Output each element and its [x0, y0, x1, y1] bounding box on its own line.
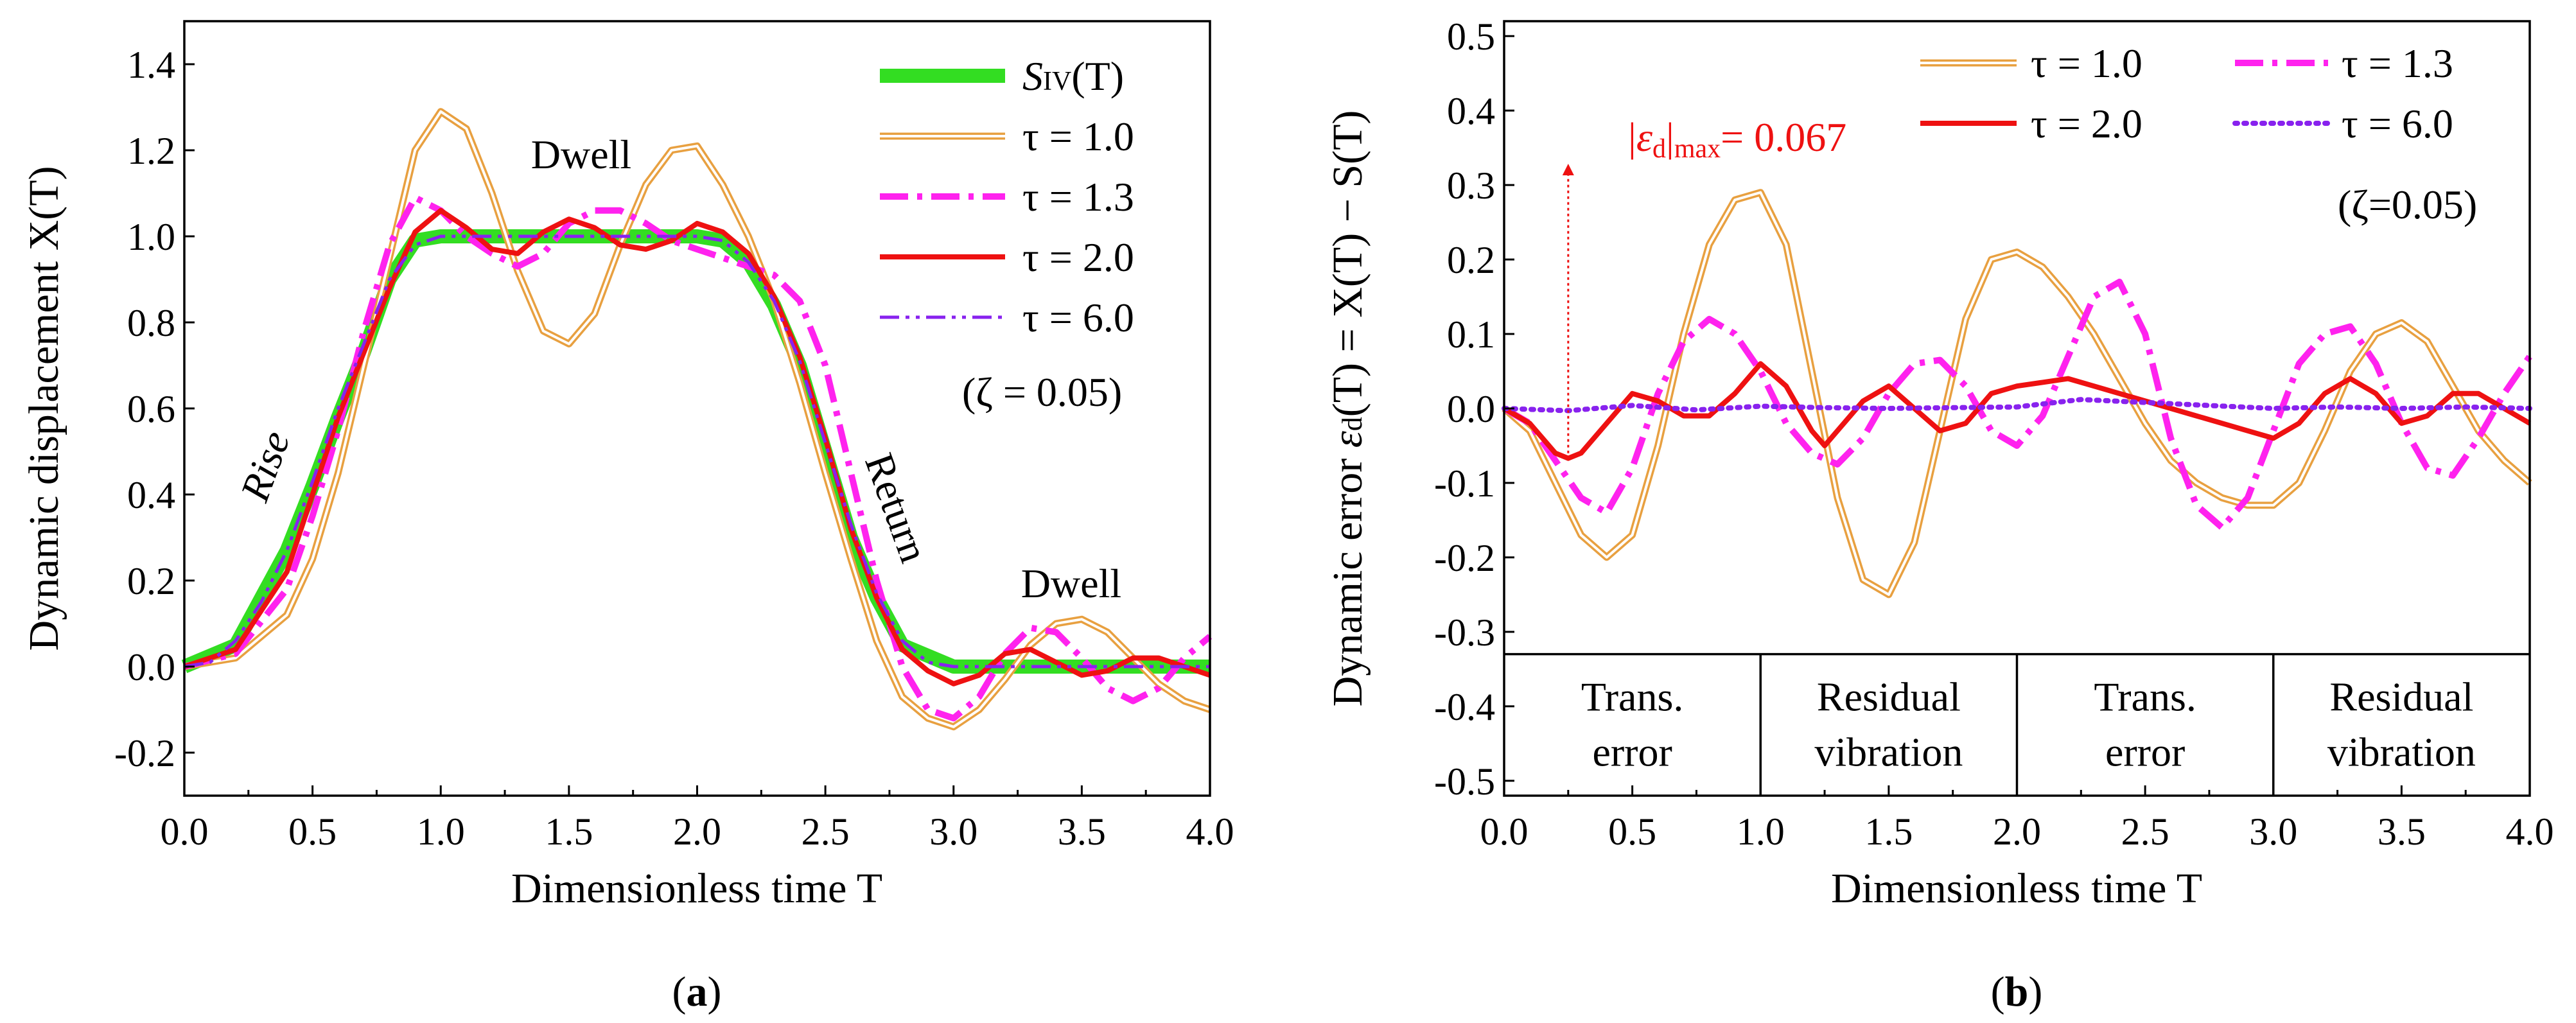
panel-b-y-tick-label: -0.5: [1434, 760, 1495, 803]
panel-b-y-tick-label: 0.1: [1447, 313, 1495, 356]
region-label-line1: Residual: [2329, 674, 2473, 720]
panel-b-x-tick-label: 1.5: [1864, 810, 1913, 853]
panel-a-x-tick-label: 3.5: [1058, 810, 1106, 853]
legend-label-tau-1-3: τ = 1.3: [1022, 174, 1134, 220]
annotation-dwell-top: Dwell: [531, 132, 631, 177]
legend-b-label-tau-2-0: τ = 2.0: [2031, 101, 2142, 146]
panel-a-x-tick-label: 0.5: [288, 810, 337, 853]
panel-a-y-tick-label: 0.4: [127, 474, 175, 516]
panel-b-legend: τ = 1.0 τ = 1.3 τ = 2.0 τ = 6.0 (ζ=0.05): [1920, 40, 2477, 227]
region-label-line2: error: [1592, 730, 1672, 775]
max-error-label: |εd|max= 0.067: [1628, 114, 1846, 164]
panel-a-label: (a): [672, 968, 722, 1015]
panel-a-y-tick-label: 0.6: [127, 388, 175, 430]
legend-label-tau-1-0: τ = 1.0: [1022, 114, 1134, 159]
panel-a-x-tick-label: 2.0: [673, 810, 721, 853]
panel-b-label: (b): [1991, 968, 2043, 1015]
legend-b-label-tau-1-3: τ = 1.3: [2342, 40, 2453, 86]
region-label-line1: Residual: [1817, 674, 1961, 720]
legend-label-tau-6-0: τ = 6.0: [1022, 295, 1134, 340]
panel-b-x-tick-label: 3.0: [2249, 810, 2297, 853]
panel-a-curves: [181, 108, 1213, 731]
panel-b-y-tick-label: -0.1: [1434, 462, 1495, 505]
panel-a-y-axis-title: Dynamic displacement X(T): [21, 166, 67, 651]
panel-b-y-tick-label: 0.0: [1447, 388, 1495, 430]
panel-b-series-2: [1502, 361, 2532, 461]
region-label-line2: error: [2105, 730, 2185, 775]
panel-b-y-tick-label: -0.4: [1434, 686, 1495, 728]
panel-a-y-tick-label: 1.2: [127, 130, 175, 172]
max-error-arrowhead: [1562, 164, 1574, 175]
panel-a-series-2: [183, 194, 1213, 722]
region-label-line1: Trans.: [1581, 674, 1683, 720]
panel-b-x-tick-label: 3.5: [2378, 810, 2426, 853]
panel-b-x-tick-label: 0.5: [1608, 810, 1656, 853]
panel-b-series-1: [1502, 278, 2533, 531]
panel-b-regions: Trans. error Residual vibration Trans. error R…: [1504, 652, 2530, 796]
panel-b-y-tick-label: 0.4: [1447, 90, 1495, 132]
panel-b-x-axis-title: Dimensionless time T: [1831, 865, 2202, 912]
max-error-annotation: |εd|max= 0.067: [1562, 114, 1846, 453]
panel-b-x-ticks: 0.0 0.5 1.0 1.5 2.0 2.5 3.0 3.5 4.0: [1480, 785, 2554, 853]
panel-a-x-axis-title: Dimensionless time T: [511, 865, 882, 912]
panel-a-y-tick-label: 0.8: [127, 302, 175, 344]
panel-a-y-ticks: -0.2 0.0 0.2 0.4 0.6 0.8 1.0 1.2 1.4: [114, 44, 195, 774]
annotation-rise: Rise: [231, 425, 299, 508]
panel-a-x-tick-label: 1.5: [545, 810, 593, 853]
panel-a-x-tick-label: 4.0: [1186, 810, 1234, 853]
panel-a-y-tick-label: 1.0: [127, 216, 175, 258]
legend-label-siv: SIV(T): [1022, 53, 1124, 99]
panel-b-x-tick-label: 0.0: [1480, 810, 1529, 853]
region-label-line1: Trans.: [2094, 674, 2196, 720]
panel-b-series-3: [1502, 397, 2532, 414]
panel-b-series-0-inner: [1503, 191, 2531, 596]
panel-a-y-tick-label: 1.4: [127, 44, 175, 86]
panel-b-y-tick-label: 0.5: [1447, 15, 1495, 58]
legend-b-label-tau-6-0: τ = 6.0: [2342, 101, 2453, 146]
panel-a-x-tick-label: 2.5: [802, 810, 850, 853]
panel-b-y-tick-label: -0.2: [1434, 537, 1495, 579]
panel-b-curves: [1502, 189, 2533, 599]
panel-b-x-tick-label: 4.0: [2506, 810, 2554, 853]
panel-a-y-tick-label: 0.2: [127, 560, 175, 602]
panel-b-y-tick-label: 0.3: [1447, 164, 1495, 207]
panel-a-x-tick-label: 0.0: [161, 810, 209, 853]
annotation-dwell-bottom: Dwell: [1021, 561, 1121, 606]
region-label-line2: vibration: [2327, 730, 2476, 775]
panel-a-y-tick-label: -0.2: [114, 732, 175, 774]
panel-b-y-axis-title: Dynamic error εd(T) = X(T) − S(T): [1324, 110, 1371, 707]
panel-a-y-tick-label: 0.0: [127, 646, 175, 688]
legend-b-label-tau-1-0: τ = 1.0: [2031, 40, 2142, 86]
panel-b-y-tick-label: 0.2: [1447, 239, 1495, 281]
panel-b-y-ticks: -0.5 -0.4 -0.3 -0.2 -0.1 0.0 0.1 0.2 0.3 0.4 0.5: [1434, 15, 1514, 803]
panel-a-x-ticks: 0.0 0.5 1.0 1.5 2.0 2.5 3.0 3.5 4.0: [161, 785, 1234, 853]
panel-a-series-4: [184, 234, 1210, 669]
panel-b-x-tick-label: 1.0: [1737, 810, 1785, 853]
panel-b: 0.0 0.5 1.0 1.5 2.0 2.5 3.0 3.5 4.0 -0.5 -0.4 -0.3…: [1324, 15, 2554, 1015]
panel-b-x-tick-label: 2.0: [1993, 810, 2041, 853]
legend-label-tau-2-0: τ = 2.0: [1022, 234, 1134, 280]
panel-a: 0.0 0.5 1.0 1.5 2.0 2.5 3.0 3.5 4.0 -0.2 0.0 0.2 0.…: [21, 20, 1234, 1015]
panel-a-x-tick-label: 1.0: [417, 810, 465, 853]
panel-a-x-tick-label: 3.0: [929, 810, 977, 853]
panel-b-x-tick-label: 2.5: [2121, 810, 2169, 853]
panel-a-legend: SIV(T) τ = 1.0 τ = 1.3 τ = 2.0 τ = 6.0 (…: [880, 53, 1134, 415]
panel-b-y-tick-label: -0.3: [1434, 611, 1495, 654]
panel-a-series-3: [183, 207, 1211, 686]
panel-b-zeta-note: (ζ=0.05): [2338, 182, 2477, 227]
panel-a-zeta-note: (ζ = 0.05): [962, 369, 1122, 415]
region-label-line2: vibration: [1814, 730, 1963, 775]
